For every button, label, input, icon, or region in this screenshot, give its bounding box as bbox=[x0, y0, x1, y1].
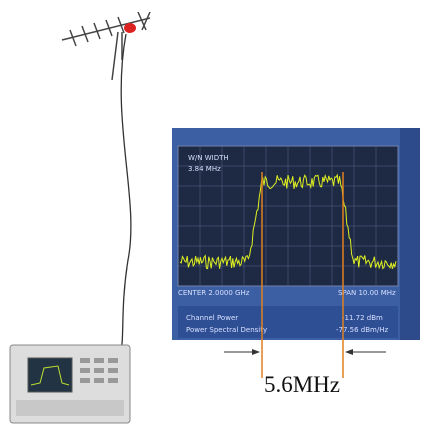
bandwidth-label: 5.6MHz bbox=[264, 372, 340, 397]
screen-width: 3.84 MHz bbox=[188, 165, 221, 173]
channel-power-label: Channel Power bbox=[186, 314, 238, 322]
screen-center: CENTER 2.0000 GHz bbox=[178, 289, 250, 297]
psd-label: Power Spectral Density bbox=[186, 326, 267, 334]
antenna-feed bbox=[124, 23, 136, 33]
screen-title: W/N WIDTH bbox=[188, 154, 229, 162]
spectrum-analyzer bbox=[10, 345, 130, 423]
psd-value: -77.56 dBm/Hz bbox=[336, 326, 388, 334]
antenna bbox=[62, 12, 150, 80]
screen-span: SPAN 10.00 MHz bbox=[338, 289, 396, 297]
screen: W/N WIDTH 3.84 MHz CENTER 2.0000 GHz SPA… bbox=[172, 128, 420, 340]
channel-power-value: -11.72 dBm bbox=[342, 314, 383, 322]
scene: W/N WIDTH 3.84 MHz CENTER 2.0000 GHz SPA… bbox=[0, 0, 436, 428]
cable bbox=[120, 34, 131, 355]
